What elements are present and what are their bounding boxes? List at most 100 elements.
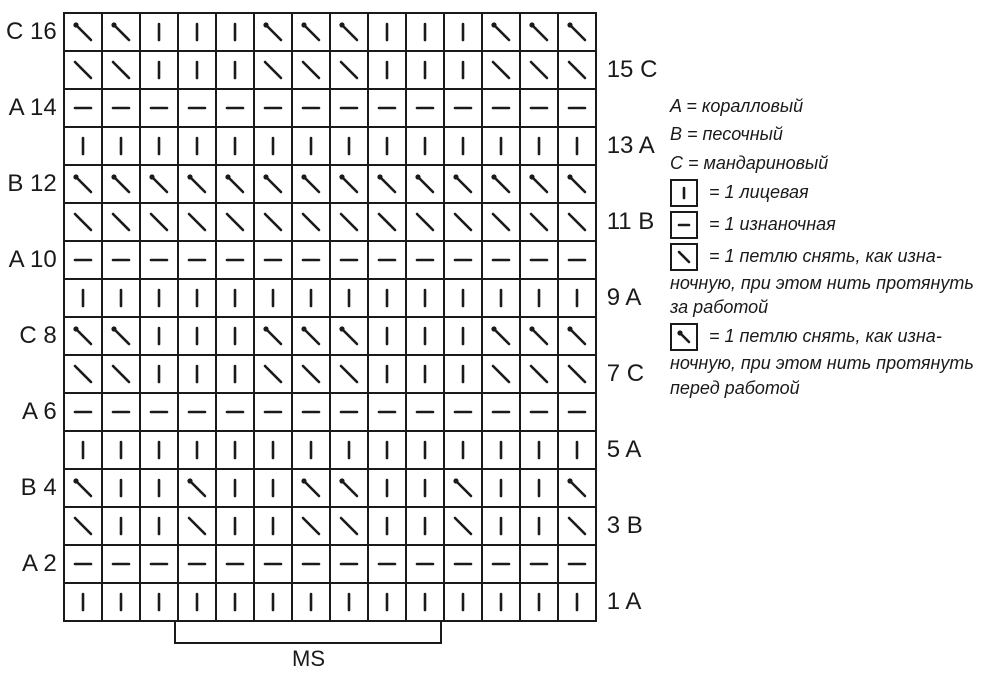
chart-cell (64, 241, 102, 279)
chart-cell (520, 13, 558, 51)
row-label-right (596, 469, 664, 507)
chart-cell (102, 279, 140, 317)
chart-cell (520, 355, 558, 393)
chart-cell (444, 127, 482, 165)
chart-cell (292, 469, 330, 507)
chart-cell (64, 393, 102, 431)
chart-cell (482, 393, 520, 431)
chart-cell (140, 127, 178, 165)
chart-cell (520, 89, 558, 127)
chart-cell (216, 583, 254, 621)
chart-cell (254, 13, 292, 51)
chart-cell (482, 279, 520, 317)
chart-cell (520, 545, 558, 583)
chart-cell (254, 583, 292, 621)
chart-cell (254, 393, 292, 431)
legend-text: = 1 лицевая (704, 182, 809, 202)
chart-cell (406, 355, 444, 393)
chart-cell (102, 507, 140, 545)
chart-cell (140, 317, 178, 355)
chart-cell (558, 165, 596, 203)
row-label-left (0, 203, 64, 241)
chart-cell (216, 469, 254, 507)
chart-cell (140, 545, 178, 583)
legend-text: = 1 петлю снять, как изна­ночную, при эт… (670, 326, 974, 398)
chart-cell (102, 393, 140, 431)
chart-cell (292, 165, 330, 203)
chart-cell (178, 127, 216, 165)
chart-cell (64, 13, 102, 51)
row-label-right (596, 317, 664, 355)
legend-symbol (670, 211, 698, 239)
row-label-left: A 10 (0, 241, 64, 279)
chart-cell (140, 393, 178, 431)
chart-cell (140, 51, 178, 89)
chart-cell (482, 203, 520, 241)
chart-cell (292, 431, 330, 469)
row-label-left: A 6 (0, 393, 64, 431)
chart-cell (330, 507, 368, 545)
chart-cell (558, 583, 596, 621)
chart-cell (368, 279, 406, 317)
chart-cell (520, 241, 558, 279)
chart-cell (178, 203, 216, 241)
chart-cell (444, 317, 482, 355)
chart-cell (140, 469, 178, 507)
chart-cell (368, 507, 406, 545)
chart-cell (216, 507, 254, 545)
chart-cell (406, 583, 444, 621)
chart-cell (406, 393, 444, 431)
chart-cell (292, 583, 330, 621)
chart-cell (216, 51, 254, 89)
chart-cell (64, 469, 102, 507)
chart-cell (482, 51, 520, 89)
chart-cell (102, 13, 140, 51)
row-label-right: 7 C (596, 355, 664, 393)
ms-bracket-area: MS (0, 622, 663, 670)
chart-cell (558, 13, 596, 51)
chart-cell (482, 431, 520, 469)
chart-cell (368, 431, 406, 469)
chart-cell (140, 355, 178, 393)
chart-cell (406, 241, 444, 279)
chart-cell (558, 393, 596, 431)
chart-cell (330, 469, 368, 507)
chart-cell (520, 507, 558, 545)
chart-cell (254, 127, 292, 165)
legend-text: = 1 изнаночная (704, 214, 836, 234)
chart-cell (292, 545, 330, 583)
chart-cell (406, 469, 444, 507)
chart-cell (254, 241, 292, 279)
row-label-left: C 8 (0, 317, 64, 355)
chart-cell (444, 165, 482, 203)
chart-cell (558, 507, 596, 545)
chart-cell (216, 431, 254, 469)
chart-cell (406, 89, 444, 127)
chart-cell (558, 545, 596, 583)
chart-cell (140, 89, 178, 127)
chart-cell (140, 13, 178, 51)
chart-cell (64, 127, 102, 165)
row-label-right (596, 89, 664, 127)
knitting-chart: C 16 15 CA 1413 AB 12 (0, 12, 663, 670)
chart-cell (406, 165, 444, 203)
chart-cell (330, 431, 368, 469)
chart-cell (330, 355, 368, 393)
chart-cell (216, 165, 254, 203)
chart-cell (482, 89, 520, 127)
row-label-right: 15 C (596, 51, 664, 89)
chart-cell (406, 279, 444, 317)
chart-cell (482, 507, 520, 545)
chart-cell (558, 355, 596, 393)
row-label-right (596, 165, 664, 203)
row-label-left: A 2 (0, 545, 64, 583)
chart-cell (444, 469, 482, 507)
chart-cell (406, 51, 444, 89)
chart-cell (482, 317, 520, 355)
chart-cell (254, 355, 292, 393)
chart-cell (558, 51, 596, 89)
chart-cell (292, 317, 330, 355)
chart-cell (178, 241, 216, 279)
row-label-left (0, 355, 64, 393)
chart-cell (444, 507, 482, 545)
